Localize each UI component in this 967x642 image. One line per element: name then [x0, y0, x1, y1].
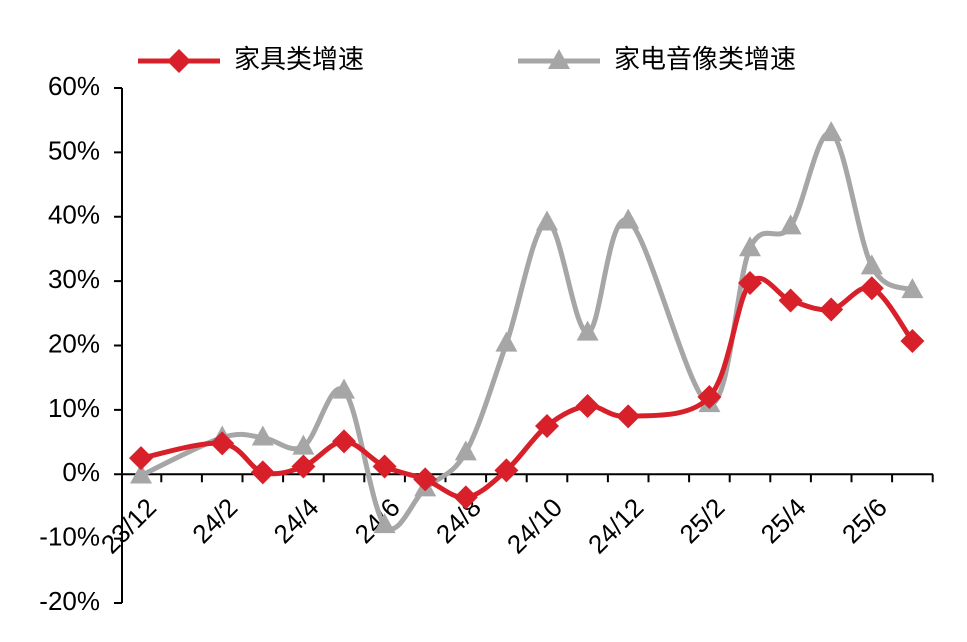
triangle-marker	[536, 210, 558, 231]
triangle-marker	[292, 434, 315, 455]
x-tick-label: 24/2	[186, 492, 243, 549]
y-tick-label: 20%	[48, 328, 100, 358]
triangle-marker	[779, 214, 802, 235]
x-tick-label: 25/4	[755, 492, 812, 549]
diamond-marker	[372, 454, 397, 479]
x-tick-label: 24/10	[501, 492, 568, 559]
diamond-marker	[778, 288, 803, 313]
diamond-marker	[453, 485, 478, 510]
legend-label: 家具类增速	[234, 44, 364, 74]
diamond-marker	[900, 328, 925, 353]
diamond-marker	[738, 271, 762, 296]
x-tick-label: 24/4	[268, 492, 325, 549]
triangle-marker	[576, 320, 599, 341]
x-tick-label: 23/12	[95, 492, 162, 559]
diamond-marker	[819, 297, 844, 322]
x-tick-label: 24/12	[582, 492, 649, 559]
triangle-marker	[454, 440, 477, 461]
triangle-marker	[901, 278, 924, 299]
y-tick-label: 60%	[48, 71, 100, 101]
y-tick-label: 50%	[48, 135, 100, 165]
diamond-marker	[535, 413, 559, 438]
diamond-marker	[210, 431, 235, 456]
y-tick-label: 0%	[62, 457, 100, 487]
triangle-marker	[860, 254, 883, 275]
diamond-marker	[291, 454, 316, 479]
diamond-marker	[494, 458, 519, 483]
y-tick-label: -20%	[39, 586, 100, 616]
y-tick-label: 40%	[48, 200, 100, 230]
triangle-marker	[495, 331, 518, 352]
triangle-marker	[373, 513, 396, 534]
legend-label: 家电音像类增速	[614, 44, 796, 74]
y-tick-label: -10%	[39, 522, 100, 552]
y-tick-label: 10%	[48, 393, 100, 423]
x-tick-label: 25/2	[674, 492, 731, 549]
diamond-marker	[616, 404, 641, 429]
triangle-marker	[548, 49, 570, 69]
triangle-marker	[130, 463, 152, 484]
diamond-marker	[129, 446, 153, 471]
diamond-marker	[332, 429, 356, 454]
triangle-marker	[820, 121, 843, 142]
x-tick-label: 25/6	[836, 492, 893, 549]
diamond-marker	[859, 276, 884, 301]
diamond-marker	[167, 49, 191, 73]
diamond-marker	[575, 394, 600, 419]
triangle-marker	[251, 425, 274, 446]
triangle-marker	[333, 378, 355, 399]
triangle-marker	[617, 208, 640, 229]
y-tick-label: 30%	[48, 264, 100, 294]
diamond-marker	[697, 385, 722, 409]
series-line	[140, 275, 915, 500]
diamond-marker	[250, 460, 275, 485]
diamond-marker	[413, 467, 438, 492]
triangle-marker	[739, 236, 761, 257]
